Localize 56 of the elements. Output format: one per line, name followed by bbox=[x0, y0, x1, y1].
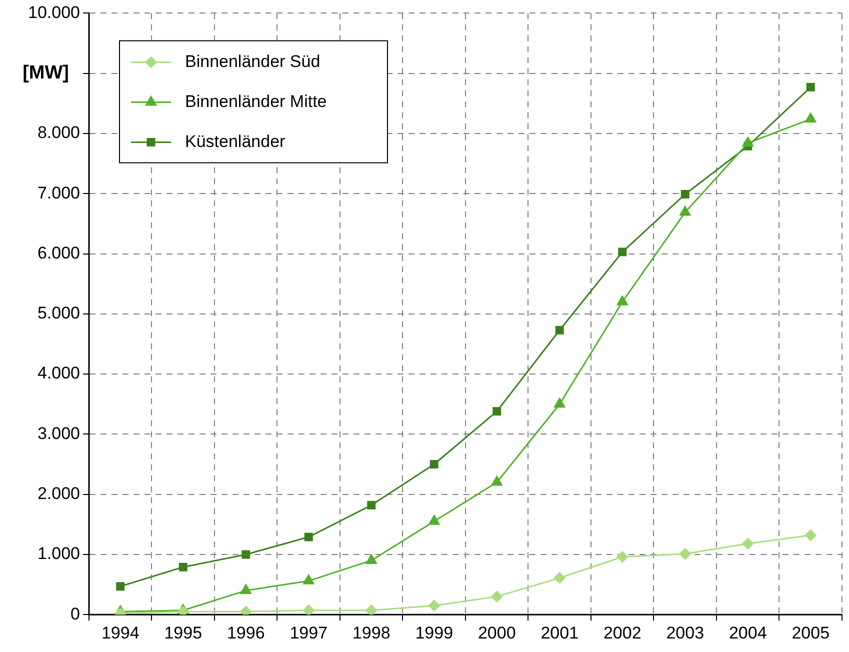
x-tick-label: 2003 bbox=[666, 623, 704, 642]
point bbox=[680, 190, 690, 198]
point bbox=[365, 553, 378, 564]
y-tick-label: 8.000 bbox=[37, 123, 80, 142]
x-tick-label: 2004 bbox=[728, 623, 767, 642]
point bbox=[616, 550, 628, 563]
point bbox=[430, 460, 438, 468]
point bbox=[365, 604, 378, 615]
y-tick-label: 7.000 bbox=[37, 183, 80, 202]
legend-label: Binnenländer Mitte bbox=[184, 92, 327, 111]
point bbox=[428, 514, 440, 525]
point bbox=[367, 500, 376, 510]
x-tick-label: 2001 bbox=[540, 623, 579, 642]
x-tick-label: 2005 bbox=[792, 623, 830, 642]
point bbox=[304, 532, 313, 542]
y-tick-label: 0 bbox=[70, 604, 80, 624]
point bbox=[806, 82, 815, 92]
point bbox=[302, 604, 315, 615]
point bbox=[618, 248, 627, 256]
point bbox=[804, 529, 817, 542]
y-tick-label: 6.000 bbox=[37, 243, 80, 262]
y-tick-label: 2.000 bbox=[37, 484, 80, 504]
y-axis-title: [MW] bbox=[22, 62, 69, 84]
y-tick-label: 3.000 bbox=[37, 424, 80, 443]
point bbox=[492, 407, 502, 416]
y-tick-label: 5.000 bbox=[37, 304, 80, 323]
point bbox=[742, 538, 754, 550]
y-tick-label: 4.000 bbox=[37, 364, 80, 383]
y-tick-label: 10.000 bbox=[28, 2, 80, 22]
point bbox=[428, 600, 440, 612]
point bbox=[178, 562, 188, 572]
point bbox=[679, 548, 692, 560]
point bbox=[679, 205, 692, 216]
point bbox=[555, 326, 564, 334]
point bbox=[242, 550, 250, 559]
y-tick-label: 1.000 bbox=[37, 544, 80, 564]
x-tick-label: 1997 bbox=[290, 623, 328, 642]
point bbox=[554, 572, 566, 584]
x-tick-label: 1999 bbox=[415, 623, 454, 642]
x-tick-label: 2000 bbox=[478, 623, 516, 642]
point bbox=[554, 397, 566, 408]
point bbox=[490, 590, 503, 603]
point bbox=[490, 475, 503, 486]
x-tick-label: 1995 bbox=[164, 623, 202, 642]
x-tick-label: 1994 bbox=[101, 623, 140, 642]
point bbox=[302, 574, 315, 584]
legend-label: Küstenländer bbox=[184, 132, 286, 151]
legend-label: Binnenländer Süd bbox=[184, 52, 320, 71]
point bbox=[116, 582, 125, 591]
point bbox=[804, 112, 817, 123]
point bbox=[616, 294, 628, 306]
x-tick-label: 1996 bbox=[226, 623, 265, 642]
point bbox=[240, 584, 252, 594]
point bbox=[742, 136, 754, 147]
x-tick-label: 1998 bbox=[352, 623, 390, 642]
x-tick-label: 2002 bbox=[603, 623, 642, 642]
